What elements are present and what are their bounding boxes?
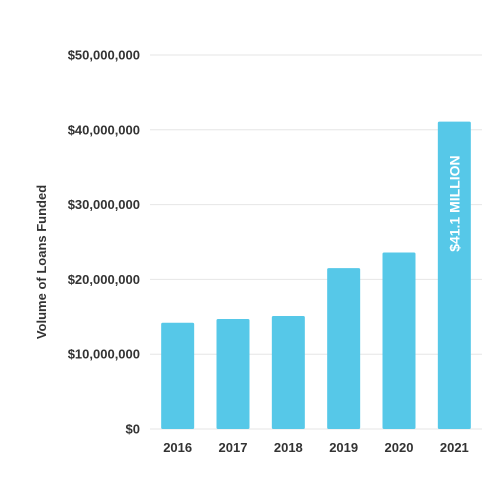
x-tick-label: 2016 [163, 440, 192, 455]
gridlines [150, 54, 482, 430]
y-tick-label: $0 [126, 422, 140, 437]
x-tick-label: 2020 [385, 440, 414, 455]
x-tick-label: 2021 [440, 440, 469, 455]
y-tick-labels: $0 $10,000,000 $20,000,000 $30,000,000 $40,0… [68, 48, 140, 437]
bar-2016 [161, 322, 195, 429]
bars [161, 121, 471, 430]
y-axis-label: Volume of Loans Funded [34, 185, 49, 339]
y-tick-label: $50,000,000 [68, 48, 140, 63]
bar-2021 [437, 121, 471, 430]
bar-2018 [271, 316, 305, 429]
bar-2020 [382, 252, 416, 429]
y-tick-label: $30,000,000 [68, 197, 140, 212]
data-label: $41.1 MILLION [446, 155, 462, 251]
bar-2017 [216, 319, 250, 429]
bar-2019 [327, 268, 361, 429]
y-tick-label: $10,000,000 [68, 347, 140, 362]
x-tick-label: 2019 [329, 440, 358, 455]
x-tick-label: 2018 [274, 440, 303, 455]
y-tick-label: $20,000,000 [68, 272, 140, 287]
x-tick-labels: 2016 2017 2018 2019 2020 2021 [163, 440, 469, 455]
data-labels: $41.1 MILLION [446, 155, 462, 251]
y-tick-label: $40,000,000 [68, 122, 140, 137]
x-tick-label: 2017 [219, 440, 248, 455]
